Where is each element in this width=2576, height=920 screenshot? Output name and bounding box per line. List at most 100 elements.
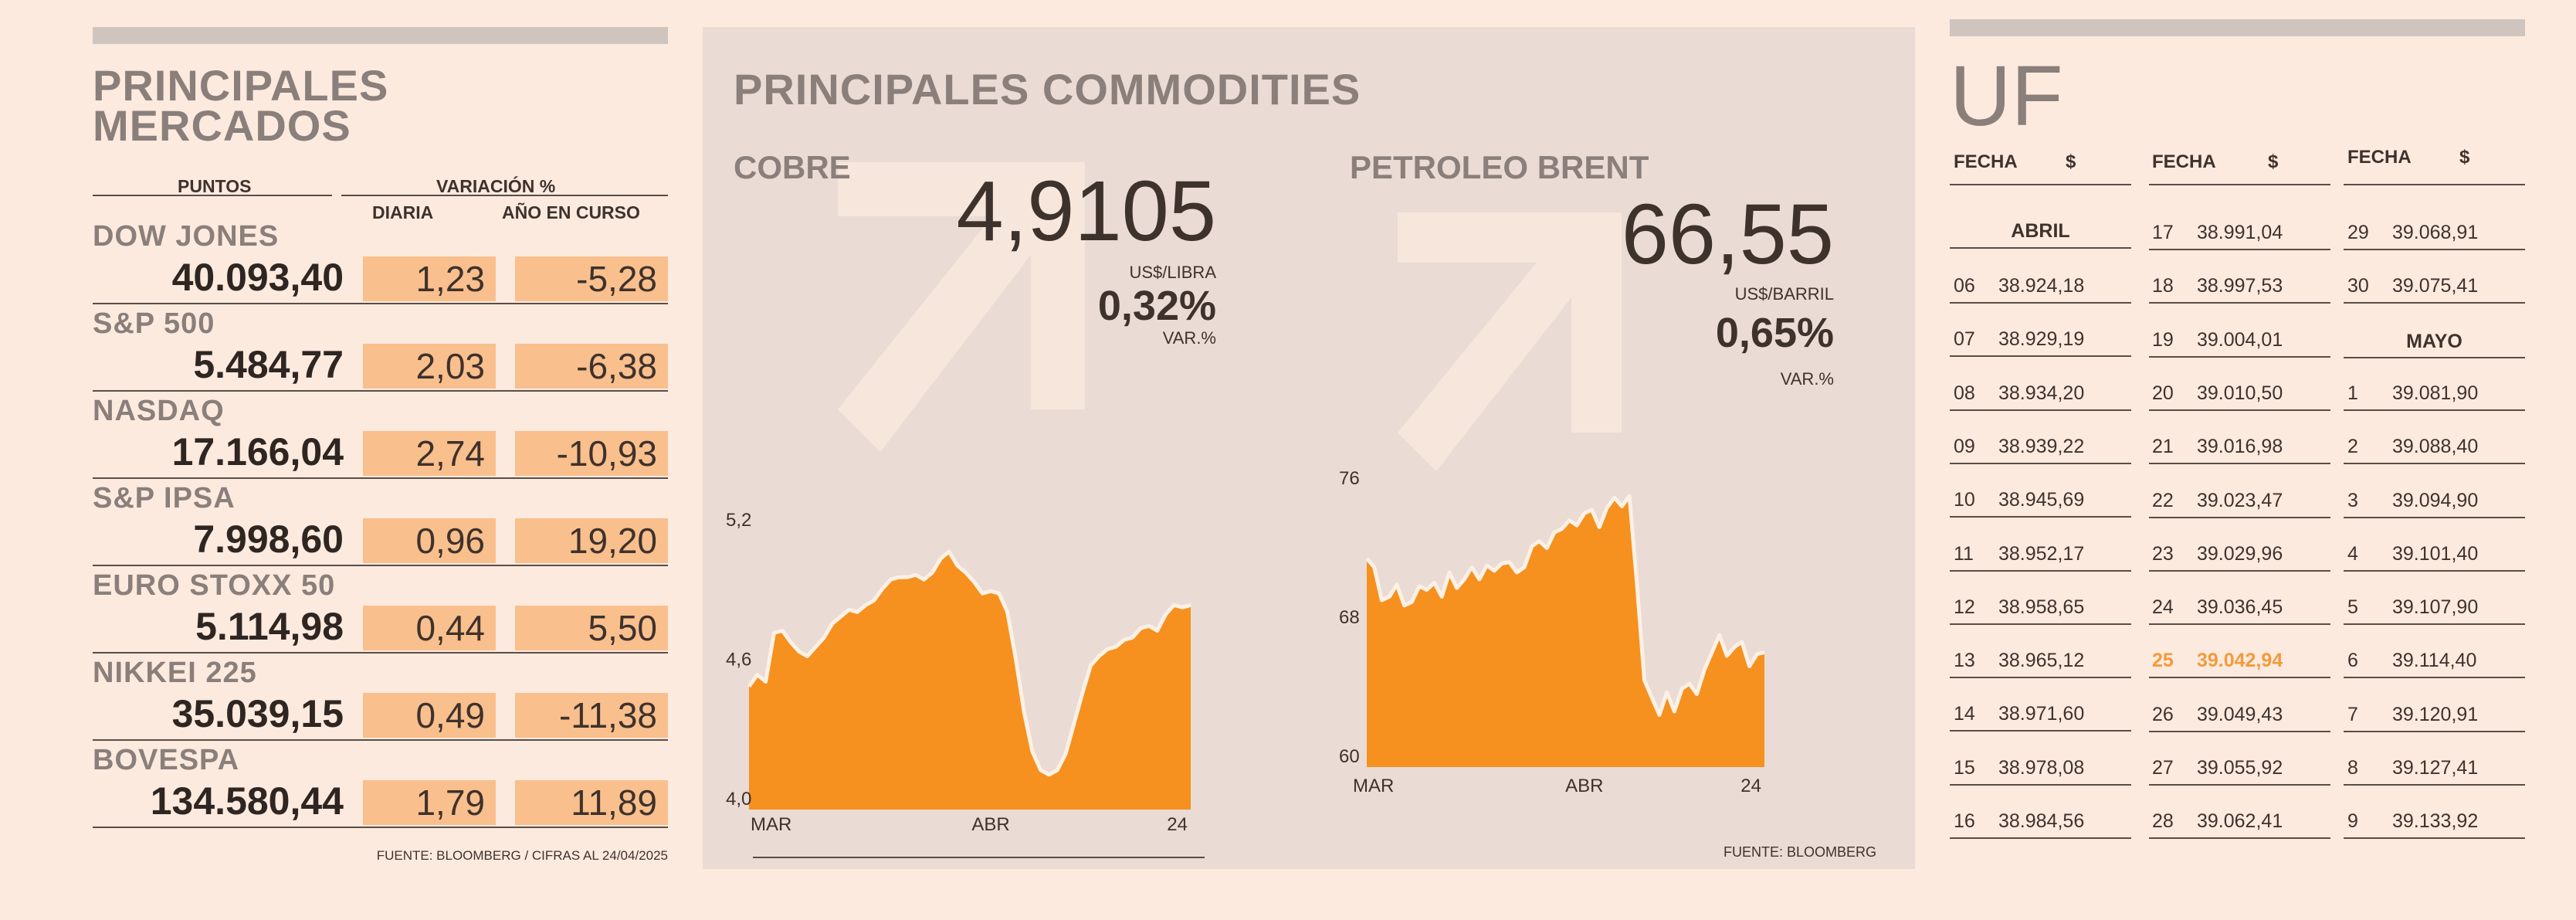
uf-row-rule: [2344, 570, 2525, 572]
market-ytd-change: -6,38: [515, 344, 668, 389]
brent-point: [1426, 589, 1428, 590]
uf-row-value: 38.924,18: [1998, 275, 2085, 297]
uf-row-rule: [2149, 517, 2330, 518]
uf-row-day: 5: [2347, 596, 2358, 618]
brent-point: [1479, 579, 1480, 580]
brent-point: [1456, 587, 1458, 589]
brent-y-tick-label: 76: [1339, 468, 1360, 489]
market-daily-change: 0,96: [363, 518, 496, 563]
cobre-point: [1023, 711, 1025, 713]
uf-row-value: 38.934,20: [1998, 382, 2085, 404]
brent-y-tick-label: 68: [1339, 607, 1360, 628]
uf-row-day: 4: [2347, 543, 2358, 565]
cobre-point: [898, 576, 900, 578]
cobre-point: [965, 572, 967, 573]
cobre-point: [798, 650, 800, 652]
brent-point: [1629, 495, 1630, 497]
brent-point: [1366, 558, 1368, 559]
brent-point: [1396, 584, 1398, 586]
uf-row: 22 39.023,47: [2152, 490, 2283, 512]
uf-row-value: 38.945,69: [1998, 489, 2085, 511]
market-row-rule: [93, 477, 668, 479]
cobre-point: [907, 576, 908, 578]
market-value: 5.484,77: [193, 343, 344, 386]
cobre-point: [1107, 648, 1108, 650]
brent-change: 0,65%: [1715, 310, 1834, 356]
uf-row-rule: [2149, 837, 2330, 839]
market-value: 17.166,04: [171, 430, 344, 474]
uf-row-value: 39.114,40: [2392, 650, 2477, 671]
uf-row-day: 10: [1954, 489, 1975, 511]
uf-row: 14 38.971,60: [1954, 703, 2084, 725]
market-name: BOVESPA: [93, 744, 240, 776]
market-daily-change: 1,23: [363, 256, 496, 301]
cobre-point: [873, 599, 875, 601]
markets-footer: FUENTE: BLOOMBERG / CIFRAS AL 24/04/2025: [376, 848, 668, 863]
cobre-point: [1132, 637, 1133, 638]
uf-month-mayo-line: [2344, 357, 2525, 358]
market-daily-change: 0,44: [363, 606, 496, 650]
market-name: NIKKEI 225: [93, 657, 257, 689]
header-points-line: [93, 195, 332, 196]
cobre-point: [1098, 655, 1100, 657]
cobre-point: [1040, 769, 1042, 771]
brent-unit: US$/BARRIL: [1734, 284, 1834, 304]
uf-col3-header-line: [2344, 184, 2525, 185]
market-value: 40.093,40: [171, 256, 344, 299]
uf-row-value: 39.107,90: [2392, 596, 2479, 618]
uf-row: 19 39.004,01: [2152, 329, 2283, 351]
uf-row: 10 38.945,69: [1954, 489, 2084, 511]
brent-point: [1711, 652, 1713, 653]
uf-row: 15 38.978,08: [1954, 757, 2084, 779]
brent-point: [1381, 599, 1382, 601]
uf-row-rule: [1950, 730, 2131, 732]
brent-x-tick-label: ABR: [1565, 776, 1603, 796]
brent-point: [1576, 525, 1578, 526]
market-ytd-change: -5,28: [515, 256, 668, 301]
brent-point: [1614, 497, 1615, 498]
cobre-y-tick-label: 4,6: [726, 650, 751, 670]
cobre-point: [981, 592, 983, 594]
brent-x-tick-label: MAR: [1353, 776, 1394, 796]
uf-row: 25 39.042,94: [2152, 650, 2283, 672]
uf-row-rule: [1950, 463, 2131, 464]
market-daily-change: 2,74: [363, 431, 496, 476]
uf-row: 8 39.127,41: [2347, 757, 2478, 779]
markets-title-line2: MERCADOS: [93, 101, 351, 150]
uf-title: UF: [1950, 49, 2063, 144]
uf-row-rule: [1950, 570, 2131, 572]
uf-row-value: 39.094,90: [2392, 490, 2479, 511]
cobre-point: [1082, 693, 1083, 694]
market-name: EURO STOXX 50: [93, 569, 336, 602]
brent-point: [1418, 586, 1420, 587]
uf-row-rule: [2149, 784, 2330, 786]
uf-row-rule: [1950, 355, 2131, 357]
brent-point: [1749, 666, 1751, 667]
cobre-point: [1181, 606, 1183, 608]
cobre-point: [998, 592, 1000, 594]
uf-row: 09 38.939,22: [1954, 436, 2084, 458]
market-ytd-change: 5,50: [515, 606, 668, 650]
uf-row-rule: [2149, 570, 2330, 572]
uf-row: 06 38.924,18: [1954, 275, 2084, 297]
markets-panel: PRINCIPALES MERCADOS PUNTOS VARIACIÓN % …: [93, 0, 668, 920]
market-value: 35.039,15: [171, 692, 344, 735]
uf-row: 24 39.036,45: [2152, 596, 2283, 619]
cobre-change: 0,32%: [1097, 283, 1216, 329]
cobre-x-tick-label: 24: [1167, 814, 1188, 835]
market-value: 5.114,98: [195, 605, 344, 648]
brent-point: [1598, 527, 1600, 528]
market-name: NASDAQ: [93, 395, 225, 427]
uf-row-day: 19: [2152, 329, 2174, 351]
brent-point: [1719, 634, 1720, 636]
market-row-rule: [93, 739, 668, 741]
cobre-point: [1015, 658, 1016, 659]
header-variation-line: [341, 195, 668, 196]
uf-row-rule: [2344, 463, 2525, 464]
market-row-rule: [93, 827, 668, 828]
cobre-series-line: [747, 549, 1191, 777]
uf-row-value: 38.939,22: [1998, 436, 2085, 457]
market-row-rule: [93, 303, 668, 304]
brent-point: [1561, 528, 1563, 530]
brent-point: [1434, 582, 1435, 583]
